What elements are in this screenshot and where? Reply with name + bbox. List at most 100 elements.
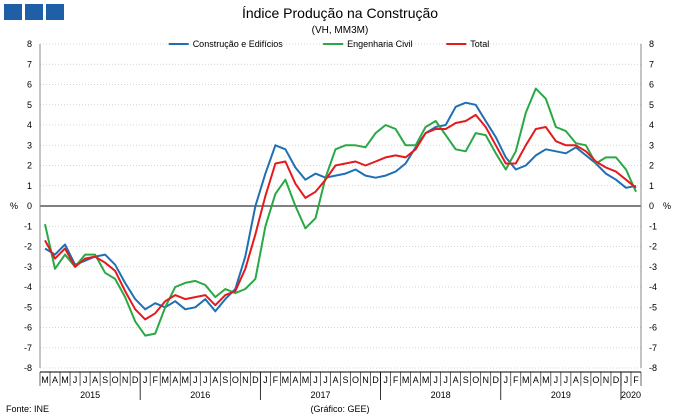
month-tick-label: J bbox=[203, 375, 208, 385]
month-tick-label: F bbox=[633, 375, 639, 385]
month-tick-label: D bbox=[132, 375, 139, 385]
credit-note: (Gráfico: GEE) bbox=[310, 404, 370, 414]
y-axis-label-right: % bbox=[663, 201, 671, 211]
month-tick-label: M bbox=[181, 375, 189, 385]
month-tick-label: J bbox=[624, 375, 629, 385]
month-tick-label: S bbox=[463, 375, 469, 385]
month-tick-label: O bbox=[472, 375, 479, 385]
month-tick-label: N bbox=[362, 375, 369, 385]
legend-label-engenharia: Engenharia Civil bbox=[347, 39, 413, 49]
month-tick-label: M bbox=[522, 375, 530, 385]
month-tick-label: F bbox=[152, 375, 158, 385]
month-tick-label: N bbox=[603, 375, 610, 385]
month-tick-label: O bbox=[232, 375, 239, 385]
month-tick-label: J bbox=[554, 375, 559, 385]
month-tick-label: M bbox=[402, 375, 410, 385]
month-tick-label: M bbox=[61, 375, 69, 385]
month-tick-label: J bbox=[83, 375, 88, 385]
month-tick-label: M bbox=[41, 375, 49, 385]
y-tick-label-left: 0 bbox=[27, 201, 32, 211]
y-tick-label-right: -2 bbox=[649, 242, 657, 252]
month-tick-label: A bbox=[332, 375, 338, 385]
month-tick-label: A bbox=[573, 375, 579, 385]
logo-block-2 bbox=[25, 4, 43, 20]
year-label: 2019 bbox=[551, 390, 571, 400]
month-tick-label: J bbox=[443, 375, 448, 385]
y-tick-label-right: -5 bbox=[649, 302, 657, 312]
month-tick-label: O bbox=[112, 375, 119, 385]
y-tick-label-left: 1 bbox=[27, 181, 32, 191]
logo-block-3 bbox=[46, 4, 64, 20]
month-tick-label: J bbox=[383, 375, 388, 385]
legend-label-total: Total bbox=[470, 39, 489, 49]
y-tick-label-right: 3 bbox=[649, 140, 654, 150]
month-tick-label: J bbox=[504, 375, 509, 385]
y-tick-label-left: 7 bbox=[27, 59, 32, 69]
y-tick-label-left: 8 bbox=[27, 39, 32, 49]
month-tick-label: O bbox=[352, 375, 359, 385]
y-tick-label-left: 3 bbox=[27, 140, 32, 150]
y-tick-label-left: 5 bbox=[27, 100, 32, 110]
year-label: 2015 bbox=[80, 390, 100, 400]
month-tick-label: J bbox=[193, 375, 198, 385]
month-tick-label: A bbox=[533, 375, 539, 385]
y-tick-label-left: -2 bbox=[24, 242, 32, 252]
month-tick-label: N bbox=[482, 375, 489, 385]
month-tick-label: J bbox=[564, 375, 569, 385]
month-tick-label: A bbox=[172, 375, 178, 385]
month-tick-label: J bbox=[263, 375, 268, 385]
month-tick-label: A bbox=[413, 375, 419, 385]
y-tick-label-left: -6 bbox=[24, 323, 32, 333]
month-tick-label: M bbox=[302, 375, 310, 385]
y-tick-label-right: 2 bbox=[649, 161, 654, 171]
month-tick-label: J bbox=[433, 375, 438, 385]
y-tick-label-left: 2 bbox=[27, 161, 32, 171]
month-tick-label: M bbox=[282, 375, 290, 385]
y-tick-label-left: 4 bbox=[27, 120, 32, 130]
source-note: Fonte: INE bbox=[6, 404, 50, 414]
month-tick-label: D bbox=[372, 375, 379, 385]
y-tick-label-right: 6 bbox=[649, 80, 654, 90]
month-tick-label: M bbox=[161, 375, 169, 385]
month-tick-label: N bbox=[122, 375, 129, 385]
month-tick-label: S bbox=[222, 375, 228, 385]
y-tick-label-right: 0 bbox=[649, 201, 654, 211]
y-tick-label-left: -4 bbox=[24, 282, 32, 292]
month-tick-label: S bbox=[583, 375, 589, 385]
year-label: 2017 bbox=[310, 390, 330, 400]
y-tick-label-right: 1 bbox=[649, 181, 654, 191]
month-tick-label: S bbox=[343, 375, 349, 385]
month-tick-label: F bbox=[513, 375, 519, 385]
month-tick-label: D bbox=[613, 375, 620, 385]
y-tick-label-right: -1 bbox=[649, 221, 657, 231]
month-tick-label: A bbox=[453, 375, 459, 385]
chart-title: Índice Produção na Construção bbox=[241, 5, 439, 21]
y-tick-label-left: -7 bbox=[24, 343, 32, 353]
month-tick-label: A bbox=[52, 375, 58, 385]
y-tick-label-left: -8 bbox=[24, 363, 32, 373]
month-tick-label: D bbox=[252, 375, 259, 385]
month-tick-label: N bbox=[242, 375, 249, 385]
chart-subtitle: (VH, MM3M) bbox=[311, 25, 369, 36]
y-tick-label-right: 7 bbox=[649, 59, 654, 69]
month-tick-label: D bbox=[493, 375, 500, 385]
month-tick-label: A bbox=[292, 375, 298, 385]
y-tick-label-right: -6 bbox=[649, 323, 657, 333]
y-tick-label-right: -7 bbox=[649, 343, 657, 353]
y-tick-label-left: -3 bbox=[24, 262, 32, 272]
month-tick-label: J bbox=[73, 375, 78, 385]
month-tick-label: S bbox=[102, 375, 108, 385]
y-axis-label-left: % bbox=[10, 201, 18, 211]
y-tick-label-left: -1 bbox=[24, 221, 32, 231]
month-tick-label: A bbox=[92, 375, 98, 385]
month-tick-label: F bbox=[273, 375, 279, 385]
month-tick-label: O bbox=[592, 375, 599, 385]
month-tick-label: M bbox=[542, 375, 550, 385]
month-tick-label: M bbox=[422, 375, 430, 385]
y-tick-label-left: -5 bbox=[24, 302, 32, 312]
series-line-total bbox=[44, 113, 637, 321]
y-tick-label-right: -4 bbox=[649, 282, 657, 292]
month-tick-label: J bbox=[323, 375, 328, 385]
series-line-construcao bbox=[44, 101, 637, 313]
